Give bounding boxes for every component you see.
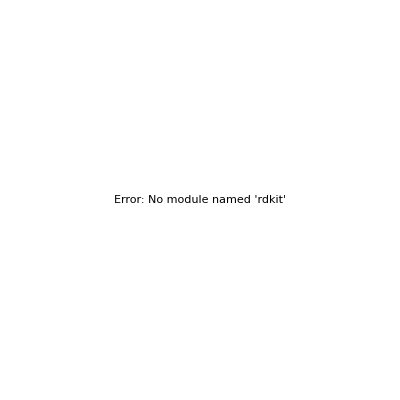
Text: Error: No module named 'rdkit': Error: No module named 'rdkit': [114, 195, 286, 205]
